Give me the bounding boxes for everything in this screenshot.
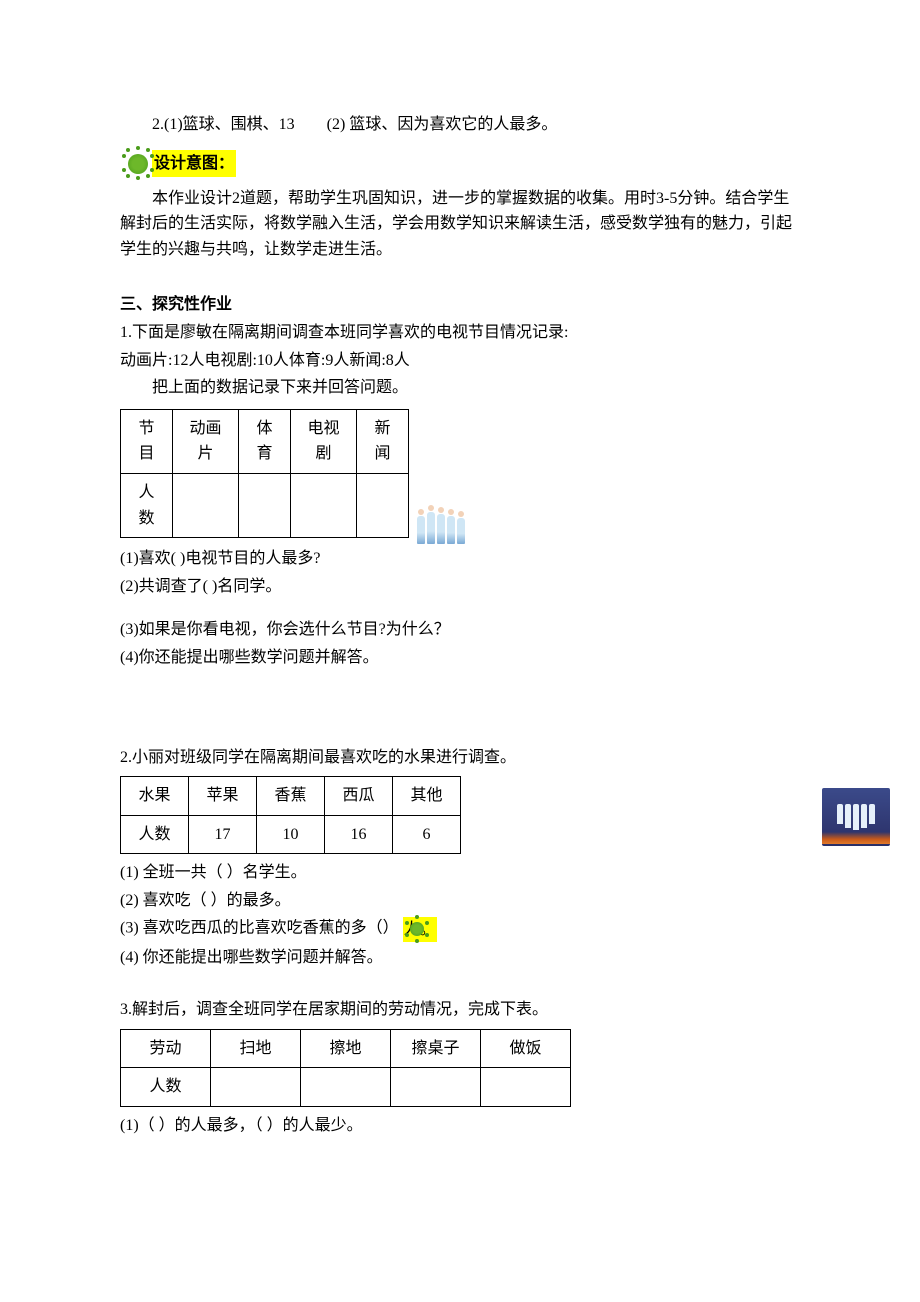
q2-h1: 苹果 bbox=[189, 777, 257, 816]
table-row: 人数 bbox=[121, 1068, 571, 1107]
q2-sub3: (3) 喜欢吃西瓜的比喜欢吃香蕉的多（） 人。 bbox=[120, 915, 800, 943]
q3-h3: 擦桌子 bbox=[391, 1029, 481, 1068]
q3-h2: 擦地 bbox=[301, 1029, 391, 1068]
q2-r1: 17 bbox=[189, 815, 257, 854]
table-row: 水果 苹果 香蕉 西瓜 其他 bbox=[121, 777, 461, 816]
section-3-heading: 三、探究性作业 bbox=[120, 292, 800, 318]
q1-sub4: (4)你还能提出哪些数学问题并解答。 bbox=[120, 645, 800, 671]
q3-r0: 人数 bbox=[121, 1068, 211, 1107]
q2-r3: 16 bbox=[325, 815, 393, 854]
q1-h0: 节目 bbox=[121, 409, 173, 473]
q1-table-wrap: 节目 动画片 体育 电视剧 新闻 人数 bbox=[120, 403, 800, 544]
q1-r0: 人数 bbox=[121, 473, 173, 537]
q3-r2 bbox=[301, 1068, 391, 1107]
q2-r2: 10 bbox=[257, 815, 325, 854]
q2-r0: 人数 bbox=[121, 815, 189, 854]
q1-h2: 体育 bbox=[239, 409, 291, 473]
q2-sub3-highlight-wrap: 人。 bbox=[403, 915, 437, 943]
q1-sub1: (1)喜欢( )电视节目的人最多? bbox=[120, 546, 800, 572]
q1-r4 bbox=[357, 473, 409, 537]
q2-sub3-pre: (3) 喜欢吃西瓜的比喜欢吃香蕉的多（） bbox=[120, 920, 399, 937]
table-row: 节目 动画片 体育 电视剧 新闻 bbox=[121, 409, 409, 473]
doctors-icon bbox=[413, 496, 469, 544]
medical-team-poster bbox=[822, 788, 890, 846]
q2-h0: 水果 bbox=[121, 777, 189, 816]
q1-h3: 电视剧 bbox=[291, 409, 357, 473]
q2-sub1: (1) 全班一共（ ）名学生。 bbox=[120, 860, 800, 886]
design-intent-row: 设计意图： bbox=[120, 146, 800, 182]
q1-record-instruction: 把上面的数据记录下来并回答问题。 bbox=[120, 375, 800, 401]
q1-r1 bbox=[173, 473, 239, 537]
q1-intro: 1.下面是廖敏在隔离期间调查本班同学喜欢的电视节目情况记录: bbox=[120, 320, 800, 346]
q3-sub1: (1)（ ）的人最多，（ ）的人最少。 bbox=[120, 1113, 800, 1139]
q3-intro: 3.解封后，调查全班同学在居家期间的劳动情况，完成下表。 bbox=[120, 997, 800, 1023]
q2-sub2: (2) 喜欢吃（ ）的最多。 bbox=[120, 888, 800, 914]
q3-h0: 劳动 bbox=[121, 1029, 211, 1068]
q1-h1: 动画片 bbox=[173, 409, 239, 473]
design-intent-paragraph: 本作业设计2道题，帮助学生巩固知识，进一步的掌握数据的收集。用时3-5分钟。结合… bbox=[120, 186, 800, 263]
q2-table: 水果 苹果 香蕉 西瓜 其他 人数 17 10 16 6 bbox=[120, 776, 461, 854]
virus-icon bbox=[403, 915, 431, 943]
table-row: 人数 17 10 16 6 bbox=[121, 815, 461, 854]
table-row: 劳动 扫地 擦地 擦桌子 做饭 bbox=[121, 1029, 571, 1068]
q3-h1: 扫地 bbox=[211, 1029, 301, 1068]
q3-table: 劳动 扫地 擦地 擦桌子 做饭 人数 bbox=[120, 1029, 571, 1107]
q2-h4: 其他 bbox=[393, 777, 461, 816]
design-intent-label: 设计意图： bbox=[152, 150, 236, 178]
q2-r4: 6 bbox=[393, 815, 461, 854]
q2-intro: 2.小丽对班级同学在隔离期间最喜欢吃的水果进行调查。 bbox=[120, 745, 800, 771]
q1-table: 节目 动画片 体育 电视剧 新闻 人数 bbox=[120, 409, 409, 538]
q3-h4: 做饭 bbox=[481, 1029, 571, 1068]
q1-sub3: (3)如果是你看电视，你会选什么节目?为什么？ bbox=[120, 617, 800, 643]
q2-sub4: (4) 你还能提出哪些数学问题并解答。 bbox=[120, 945, 800, 971]
table-row: 人数 bbox=[121, 473, 409, 537]
virus-icon bbox=[120, 146, 156, 182]
q1-data-line: 动画片:12人电视剧:10人体育:9人新闻:8人 bbox=[120, 348, 800, 374]
q3-r3 bbox=[391, 1068, 481, 1107]
q2-h2: 香蕉 bbox=[257, 777, 325, 816]
q1-r3 bbox=[291, 473, 357, 537]
q1-h4: 新闻 bbox=[357, 409, 409, 473]
q2-h3: 西瓜 bbox=[325, 777, 393, 816]
q1-sub2: (2)共调查了( )名同学。 bbox=[120, 574, 800, 600]
q1-r2 bbox=[239, 473, 291, 537]
q3-r1 bbox=[211, 1068, 301, 1107]
q3-r4 bbox=[481, 1068, 571, 1107]
answer-line: 2.(1)篮球、围棋、13 (2) 篮球、因为喜欢它的人最多。 bbox=[120, 112, 800, 138]
